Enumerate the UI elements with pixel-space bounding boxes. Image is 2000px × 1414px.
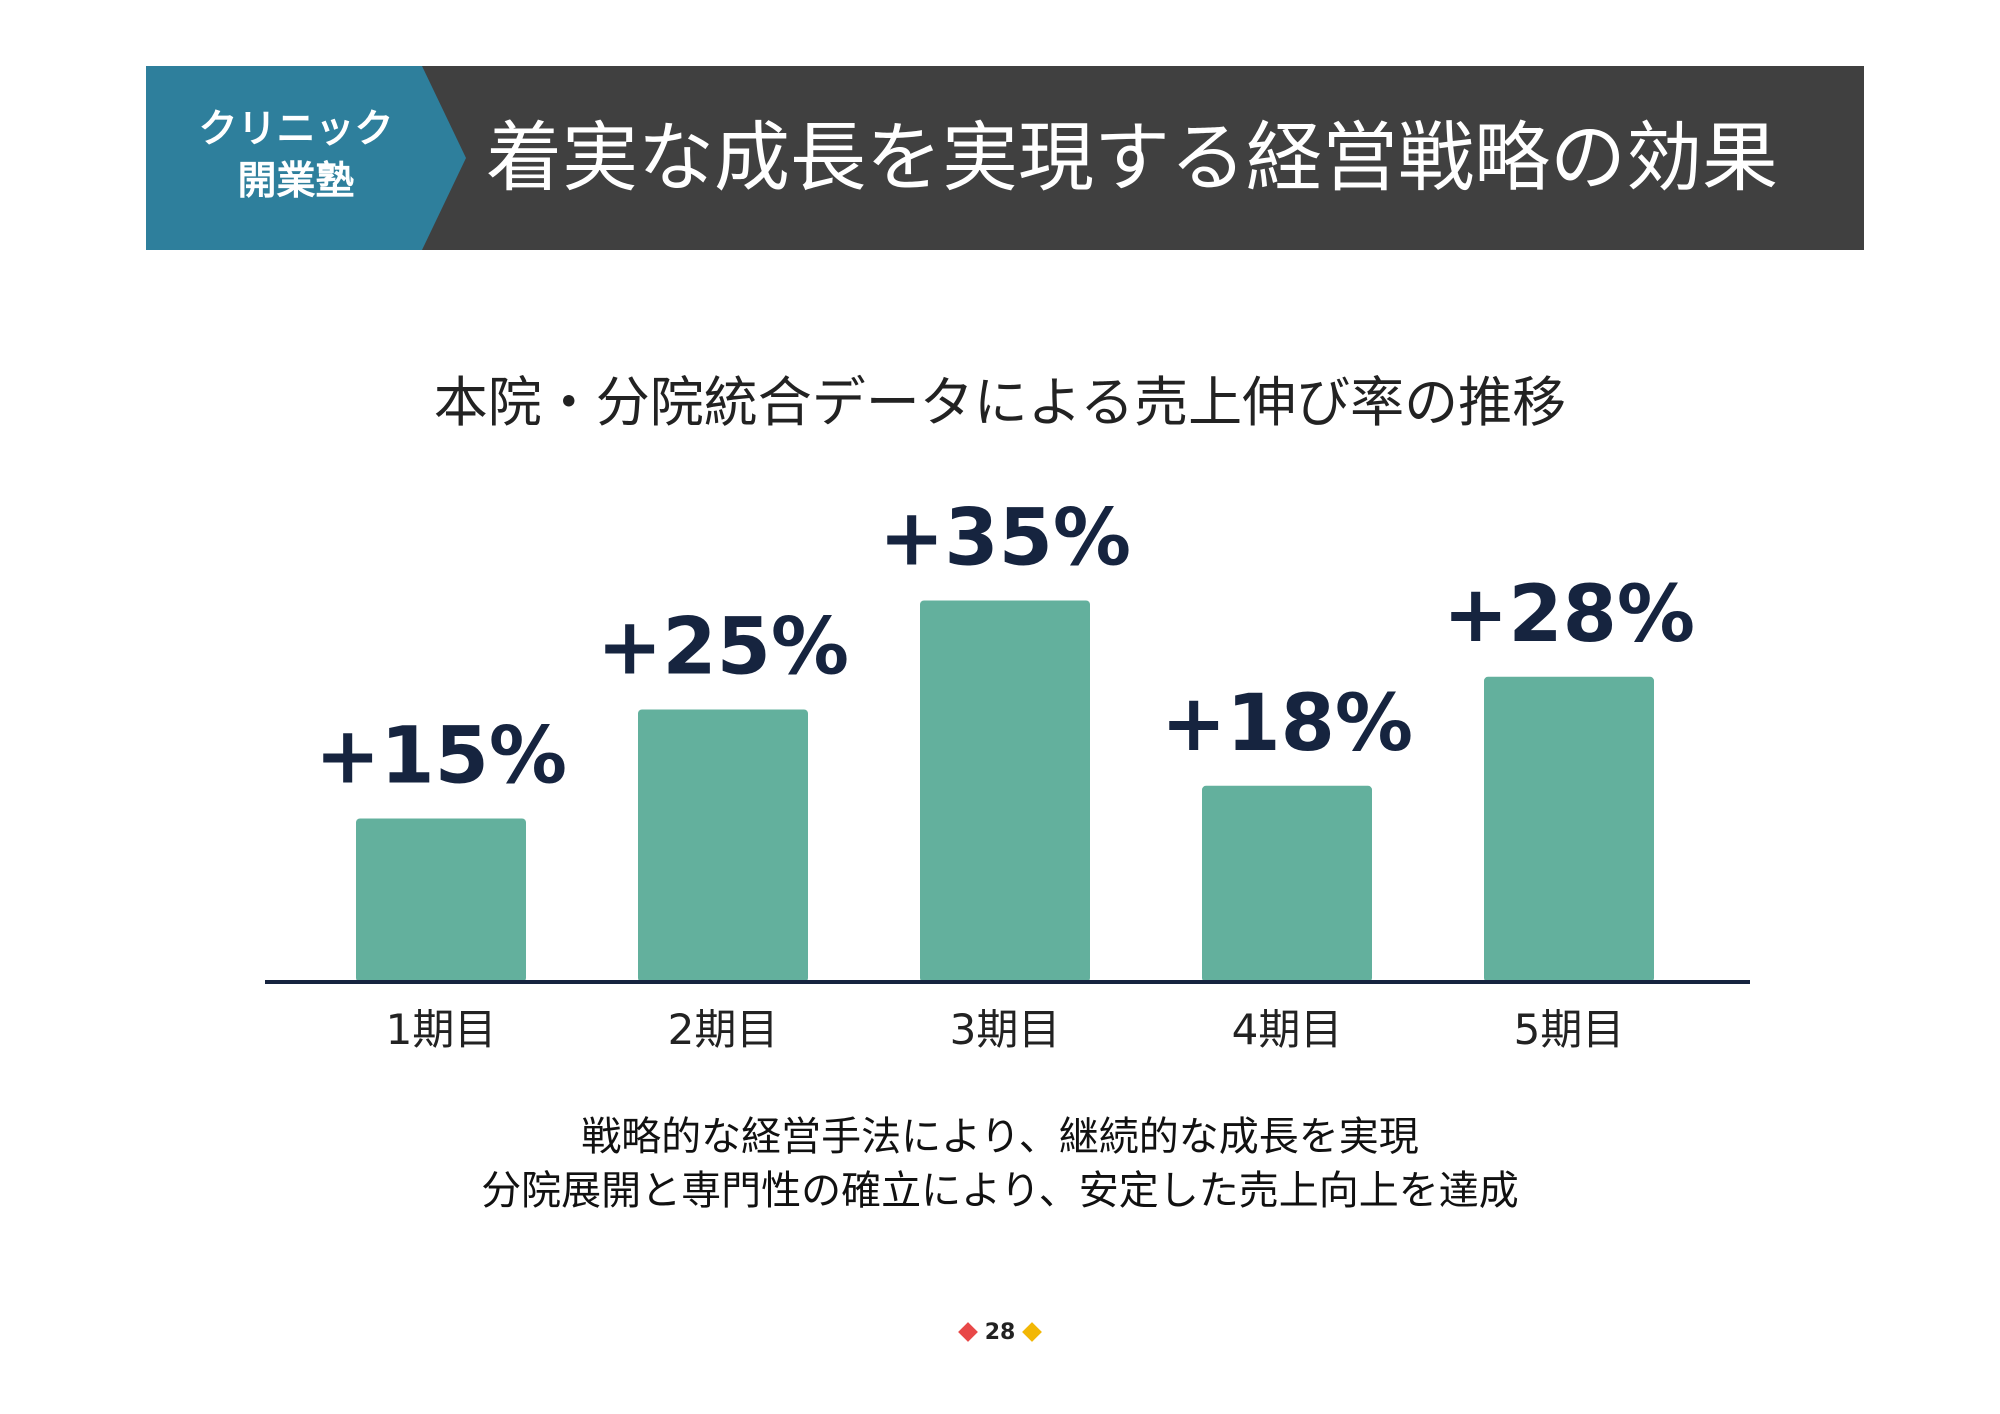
page-number: 28	[984, 1320, 1016, 1345]
header-tag-line2: 開業塾	[237, 159, 355, 204]
caption-line-1: 戦略的な経営手法により、継続的な成長を実現	[581, 1114, 1419, 1160]
yellow-diamond-icon	[1022, 1322, 1043, 1342]
chart-title: 本院・分院統合データによる売上伸び率の推移	[433, 371, 1567, 434]
x-tick-label-2: 2期目	[668, 1005, 779, 1054]
bar-value-label-1: +15%	[315, 712, 567, 802]
header-tag-line1: クリニック	[198, 107, 394, 152]
bar-5	[1484, 676, 1654, 982]
caption: 戦略的な経営手法により、継続的な成長を実現 分院展開と専門性の確立により、安定し…	[0, 1110, 2000, 1218]
red-diamond-icon	[957, 1322, 978, 1342]
bar-2	[638, 709, 808, 982]
slide-title: 着実な成長を実現する経営戦略の効果	[486, 113, 1778, 202]
caption-line-2: 分院展開と専門性の確立により、安定した売上向上を達成	[481, 1168, 1519, 1214]
bar-4	[1202, 785, 1372, 982]
header-tag: クリニック 開業塾	[146, 66, 466, 250]
bar-3	[920, 600, 1090, 982]
x-tick-label-3: 3期目	[950, 1005, 1061, 1054]
page-number-footer: 28	[0, 1320, 2000, 1345]
bar-1	[356, 818, 526, 982]
x-tick-label-1: 1期目	[386, 1005, 497, 1054]
bar-value-label-4: +18%	[1161, 679, 1413, 769]
bar-chart: +15% 1期目 +25% 2期目 +35% 3期目 +18% 4期目 +28% 5期目	[265, 494, 1750, 1054]
bar-value-label-5: +28%	[1443, 570, 1695, 660]
bar-value-label-2: +25%	[597, 603, 849, 693]
slide-header: クリニック 開業塾 着実な成長を実現する経営戦略の効果	[146, 66, 1864, 250]
x-tick-label-4: 4期目	[1232, 1005, 1343, 1054]
x-tick-label-5: 5期目	[1514, 1005, 1625, 1054]
bar-value-label-3: +35%	[879, 494, 1131, 584]
